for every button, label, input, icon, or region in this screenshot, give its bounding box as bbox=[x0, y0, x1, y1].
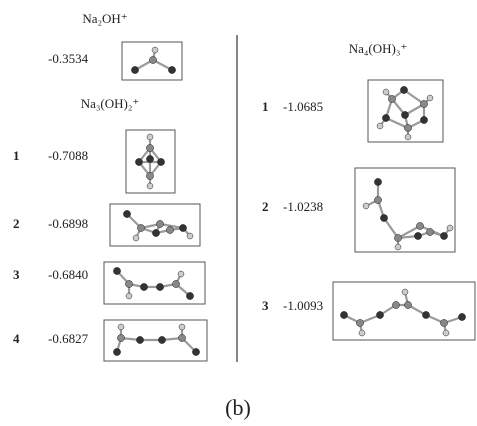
atom bbox=[374, 196, 381, 203]
atom bbox=[383, 89, 389, 95]
atom bbox=[152, 47, 158, 53]
atom bbox=[136, 336, 143, 343]
atom bbox=[146, 155, 153, 162]
atom bbox=[135, 158, 142, 165]
atom bbox=[137, 224, 144, 231]
atom bbox=[131, 66, 138, 73]
atom bbox=[146, 144, 153, 151]
atom bbox=[166, 226, 173, 233]
atom bbox=[388, 95, 395, 102]
atom bbox=[186, 292, 193, 299]
molecule bbox=[110, 204, 200, 246]
atom bbox=[146, 172, 153, 179]
atom bbox=[179, 224, 186, 231]
rank: 1 bbox=[262, 99, 269, 114]
atom bbox=[443, 330, 449, 336]
atom bbox=[147, 183, 153, 189]
atom bbox=[395, 244, 401, 250]
atom bbox=[179, 324, 185, 330]
atom bbox=[380, 214, 387, 221]
atom bbox=[133, 235, 139, 241]
atom bbox=[178, 271, 184, 277]
atom bbox=[402, 289, 408, 295]
atom bbox=[359, 330, 365, 336]
atom bbox=[420, 100, 427, 107]
atom bbox=[440, 232, 447, 239]
energy: -1.0685 bbox=[283, 99, 323, 114]
energy: -1.0093 bbox=[283, 298, 323, 313]
rank: 4 bbox=[13, 331, 20, 346]
atom bbox=[458, 313, 465, 320]
atom bbox=[156, 283, 163, 290]
atom bbox=[168, 66, 175, 73]
atom bbox=[117, 334, 124, 341]
atom bbox=[376, 311, 383, 318]
atom bbox=[152, 229, 159, 236]
atom bbox=[374, 178, 381, 185]
energy: -0.7088 bbox=[48, 148, 88, 163]
atom bbox=[178, 334, 185, 341]
atom bbox=[125, 280, 132, 287]
atom bbox=[401, 111, 408, 118]
atom bbox=[447, 225, 453, 231]
rank: 2 bbox=[262, 199, 269, 214]
energy: -0.6898 bbox=[48, 216, 88, 231]
atom bbox=[118, 324, 124, 330]
atom bbox=[382, 114, 389, 121]
atom bbox=[126, 293, 132, 299]
molecule bbox=[104, 320, 207, 361]
figure: Na₂OH⁺ -0.3534 Na₃(OH)₂⁺ Na₄(OH)₃⁺ 1 -0.… bbox=[0, 0, 477, 426]
atom bbox=[440, 319, 447, 326]
cluster-title: Na₄(OH)₃⁺ bbox=[349, 41, 408, 56]
molecule bbox=[355, 168, 455, 252]
atom bbox=[147, 134, 153, 140]
atom bbox=[422, 311, 429, 318]
atom bbox=[157, 158, 164, 165]
atom bbox=[140, 283, 147, 290]
atom bbox=[356, 319, 363, 326]
energy: -1.0238 bbox=[283, 199, 323, 214]
atom bbox=[394, 234, 401, 241]
atom bbox=[400, 86, 407, 93]
atom bbox=[123, 210, 130, 217]
atom bbox=[113, 348, 120, 355]
atom bbox=[420, 116, 427, 123]
atom bbox=[187, 233, 193, 239]
atom bbox=[414, 232, 421, 239]
atom bbox=[156, 220, 163, 227]
atom bbox=[405, 134, 411, 140]
atom bbox=[113, 267, 120, 274]
molecule bbox=[368, 80, 443, 142]
molecule bbox=[104, 262, 205, 304]
atom bbox=[149, 56, 156, 63]
atom bbox=[363, 203, 369, 209]
caption: (b) bbox=[225, 395, 251, 420]
atom bbox=[404, 124, 411, 131]
atom bbox=[392, 301, 399, 308]
energy: -0.6840 bbox=[48, 267, 88, 282]
rank: 3 bbox=[262, 298, 269, 313]
atom bbox=[377, 123, 383, 129]
atom bbox=[426, 228, 433, 235]
atom bbox=[416, 222, 423, 229]
energy: -0.3534 bbox=[48, 51, 89, 66]
atom bbox=[192, 348, 199, 355]
atom bbox=[340, 311, 347, 318]
cluster-title: Na₃(OH)₂⁺ bbox=[81, 96, 140, 111]
rank: 3 bbox=[13, 267, 20, 282]
structure-box bbox=[355, 168, 455, 252]
atom bbox=[404, 301, 411, 308]
atom bbox=[427, 95, 433, 101]
rank: 1 bbox=[13, 148, 20, 163]
molecule bbox=[333, 282, 475, 340]
rank: 2 bbox=[13, 216, 20, 231]
atom bbox=[172, 280, 179, 287]
molecule bbox=[122, 42, 182, 80]
cluster-title: Na₂OH⁺ bbox=[82, 11, 127, 26]
energy: -0.6827 bbox=[48, 331, 89, 346]
molecule bbox=[126, 130, 175, 193]
atom bbox=[158, 336, 165, 343]
